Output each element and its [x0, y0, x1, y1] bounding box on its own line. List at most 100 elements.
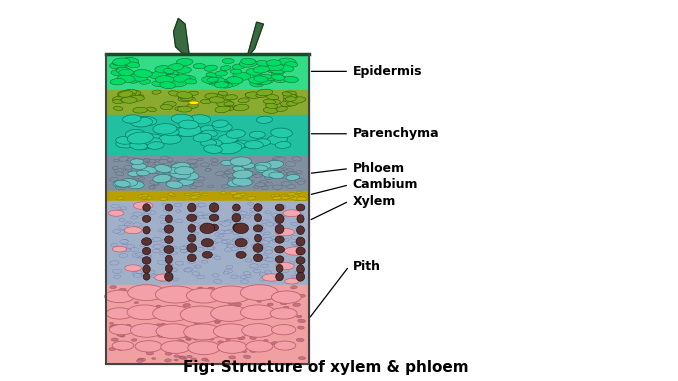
Ellipse shape	[127, 171, 140, 176]
Ellipse shape	[218, 341, 247, 353]
Ellipse shape	[270, 308, 297, 319]
Ellipse shape	[279, 195, 287, 197]
Ellipse shape	[221, 184, 229, 188]
Ellipse shape	[214, 82, 228, 88]
Ellipse shape	[233, 210, 239, 213]
Ellipse shape	[261, 186, 268, 189]
Ellipse shape	[156, 324, 191, 339]
Ellipse shape	[130, 248, 139, 251]
Ellipse shape	[250, 213, 256, 215]
Ellipse shape	[151, 170, 159, 174]
Ellipse shape	[150, 71, 167, 79]
Ellipse shape	[163, 69, 174, 74]
Ellipse shape	[242, 323, 274, 337]
Ellipse shape	[161, 240, 167, 243]
Ellipse shape	[117, 75, 135, 83]
Ellipse shape	[210, 338, 214, 340]
Ellipse shape	[240, 275, 247, 279]
Ellipse shape	[131, 117, 153, 127]
Ellipse shape	[173, 163, 179, 166]
Ellipse shape	[178, 75, 196, 83]
Polygon shape	[106, 56, 308, 90]
Ellipse shape	[233, 170, 253, 179]
Ellipse shape	[117, 91, 129, 96]
Ellipse shape	[296, 247, 305, 255]
Ellipse shape	[240, 166, 249, 170]
Ellipse shape	[157, 246, 166, 250]
Ellipse shape	[149, 160, 156, 163]
Ellipse shape	[201, 163, 210, 167]
Ellipse shape	[212, 242, 218, 244]
Ellipse shape	[215, 239, 223, 242]
Ellipse shape	[136, 170, 149, 176]
Ellipse shape	[119, 136, 144, 147]
Ellipse shape	[243, 272, 251, 275]
Ellipse shape	[248, 77, 264, 84]
Ellipse shape	[161, 229, 170, 233]
Ellipse shape	[155, 66, 172, 73]
Ellipse shape	[244, 345, 252, 348]
Ellipse shape	[199, 295, 205, 297]
Ellipse shape	[144, 227, 150, 230]
Ellipse shape	[153, 244, 162, 248]
Ellipse shape	[291, 235, 300, 240]
Ellipse shape	[226, 338, 231, 341]
Ellipse shape	[114, 275, 121, 279]
Ellipse shape	[291, 222, 298, 226]
Ellipse shape	[122, 58, 139, 65]
Ellipse shape	[203, 331, 210, 334]
Ellipse shape	[132, 339, 137, 341]
Ellipse shape	[224, 269, 233, 273]
Ellipse shape	[218, 234, 224, 237]
Ellipse shape	[222, 239, 231, 243]
Ellipse shape	[108, 210, 124, 216]
Ellipse shape	[245, 275, 252, 277]
Ellipse shape	[250, 131, 265, 138]
Ellipse shape	[232, 213, 241, 222]
Ellipse shape	[214, 319, 221, 323]
Ellipse shape	[138, 161, 148, 166]
Ellipse shape	[281, 196, 290, 199]
Ellipse shape	[234, 303, 241, 306]
Ellipse shape	[211, 306, 249, 321]
Ellipse shape	[263, 326, 269, 328]
Ellipse shape	[227, 245, 235, 248]
Ellipse shape	[178, 96, 191, 101]
Ellipse shape	[218, 341, 224, 343]
Ellipse shape	[233, 195, 241, 199]
Ellipse shape	[210, 97, 224, 103]
Ellipse shape	[189, 164, 196, 167]
Ellipse shape	[218, 333, 226, 336]
Ellipse shape	[224, 107, 234, 111]
Ellipse shape	[163, 128, 179, 136]
Ellipse shape	[196, 248, 204, 251]
Ellipse shape	[286, 174, 300, 181]
Ellipse shape	[259, 255, 268, 259]
Ellipse shape	[122, 92, 136, 98]
Ellipse shape	[142, 213, 148, 216]
Ellipse shape	[143, 140, 163, 148]
Ellipse shape	[266, 258, 275, 262]
Ellipse shape	[176, 210, 181, 212]
Ellipse shape	[149, 186, 155, 189]
Ellipse shape	[142, 215, 151, 223]
Ellipse shape	[165, 264, 172, 272]
Ellipse shape	[134, 289, 140, 291]
Ellipse shape	[165, 352, 172, 355]
Ellipse shape	[254, 174, 262, 178]
Ellipse shape	[176, 168, 181, 171]
Ellipse shape	[194, 322, 201, 325]
Ellipse shape	[188, 234, 196, 242]
Ellipse shape	[142, 159, 150, 162]
Ellipse shape	[151, 164, 161, 168]
Ellipse shape	[274, 77, 288, 83]
Ellipse shape	[153, 306, 191, 321]
Ellipse shape	[113, 269, 121, 273]
Ellipse shape	[193, 64, 205, 69]
Ellipse shape	[104, 290, 134, 303]
Ellipse shape	[201, 77, 218, 83]
Ellipse shape	[193, 133, 212, 142]
Ellipse shape	[162, 203, 167, 206]
Ellipse shape	[292, 197, 300, 200]
Ellipse shape	[273, 185, 282, 189]
